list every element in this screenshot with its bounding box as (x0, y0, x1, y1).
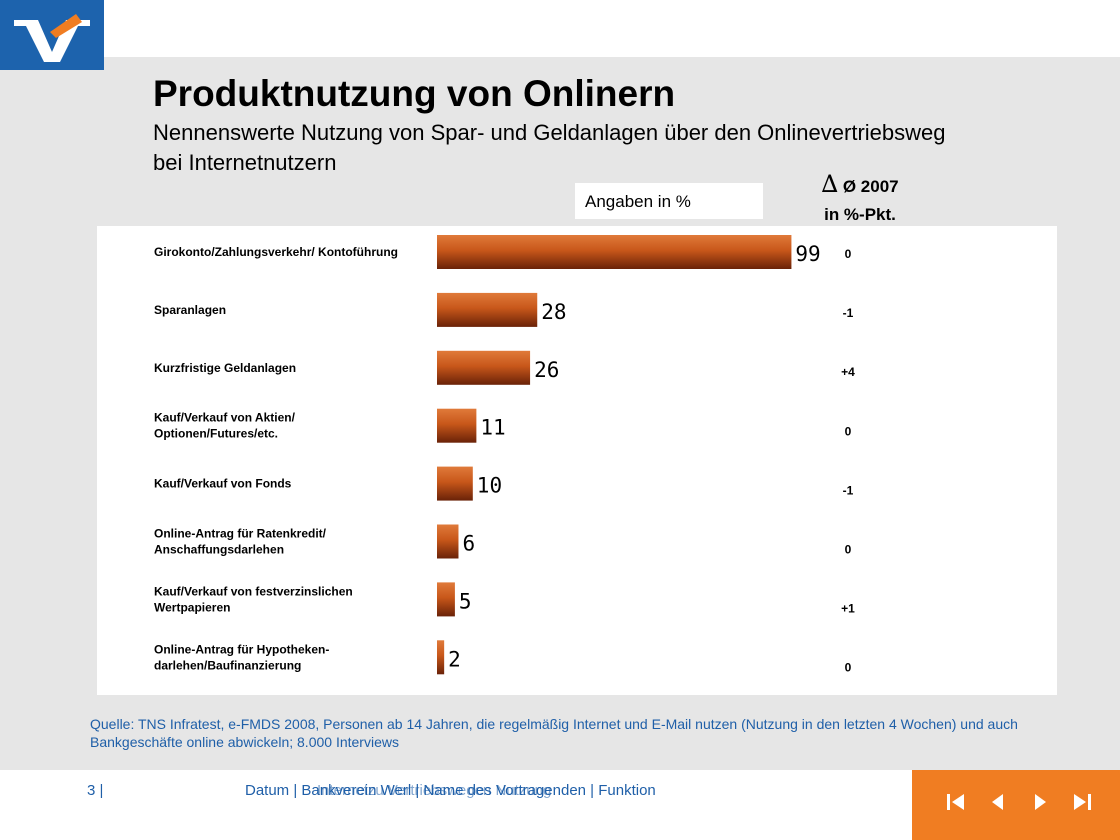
page-title: Produktnutzung von Onlinern (153, 73, 676, 114)
bar-chart: 99 Girokonto/Zahlungsverkehr/ Kontoführun… (154, 235, 855, 675)
delta-value-5: 0 (845, 543, 852, 557)
previous-icon (992, 794, 1003, 810)
category-label-7: Online-Antrag für Hypotheken-darlehen/Ba… (154, 642, 329, 672)
last-slide-button[interactable] (1068, 788, 1096, 816)
delta-value-3: 0 (845, 424, 852, 438)
value-label-6: 5 (459, 589, 472, 613)
value-label-4: 10 (477, 474, 502, 498)
delta-value-7: 0 (845, 661, 852, 675)
next-slide-button[interactable] (1026, 788, 1054, 816)
category-label-1: Sparanlagen (154, 303, 226, 317)
footer-overlay-text: Internetzu Vertriebswegen Nutzung (317, 782, 552, 799)
category-label-5: Online-Antrag für Ratenkredit/Anschaffun… (154, 527, 327, 557)
bar-1 (437, 292, 538, 327)
value-label-0: 99 (795, 242, 820, 266)
bar-0 (437, 235, 792, 269)
bank-logo (0, 0, 104, 70)
skip-first-icon (947, 794, 964, 810)
bar-3 (437, 408, 477, 443)
unit-label: Angaben in % (575, 183, 763, 219)
bar-2 (437, 350, 531, 385)
bar-5 (437, 524, 459, 559)
category-label-3: Kauf/Verkauf von Aktien/Optionen/Futures… (154, 411, 296, 441)
delta-header: ∆ Ø 2007 in %-Pkt. (790, 170, 930, 229)
page-subtitle: Nennenswerte Nutzung von Spar- und Gelda… (153, 120, 946, 175)
footer-info: Datum | Bankverein Werl | Name des Vortr… (245, 782, 656, 799)
value-label-7: 2 (448, 647, 461, 671)
bar-6 (437, 582, 455, 617)
value-label-1: 28 (541, 300, 566, 324)
skip-last-icon (1074, 794, 1091, 810)
bar-4 (437, 466, 473, 501)
next-icon (1035, 794, 1046, 810)
navigation-panel (912, 770, 1120, 840)
footer-text: Datum | Bankverein Werl | Name des Vortr… (245, 782, 656, 799)
delta-value-4: -1 (843, 483, 854, 497)
delta-value-1: -1 (843, 306, 854, 320)
previous-slide-button[interactable] (984, 788, 1012, 816)
delta-header-line1: Ø 2007 (842, 177, 899, 196)
category-label-6: Kauf/Verkauf von festverzinslichen Wertpa… (154, 584, 353, 614)
bar-7 (437, 640, 445, 675)
delta-value-0: 0 (845, 247, 852, 261)
page-number: 3 | (87, 782, 104, 799)
category-label-2: Kurzfristige Geldanlagen (154, 361, 296, 375)
delta-header-line2: in %-Pkt. (824, 205, 896, 224)
delta-value-6: +1 (841, 602, 855, 616)
category-label-0: Girokonto/Zahlungsverkehr/ Kontoführung (154, 245, 398, 259)
first-slide-button[interactable] (942, 788, 970, 816)
delta-symbol: ∆ (821, 170, 839, 198)
delta-value-2: +4 (841, 365, 855, 379)
value-label-5: 6 (462, 532, 475, 556)
category-label-4: Kauf/Verkauf von Fonds (154, 477, 292, 491)
source-note: Quelle: TNS Infratest, e-FMDS 2008, Pers… (90, 716, 1018, 750)
top-bar (0, 0, 1120, 57)
value-label-3: 11 (480, 416, 505, 440)
chart-panel (97, 226, 1057, 695)
value-label-2: 26 (534, 358, 559, 382)
